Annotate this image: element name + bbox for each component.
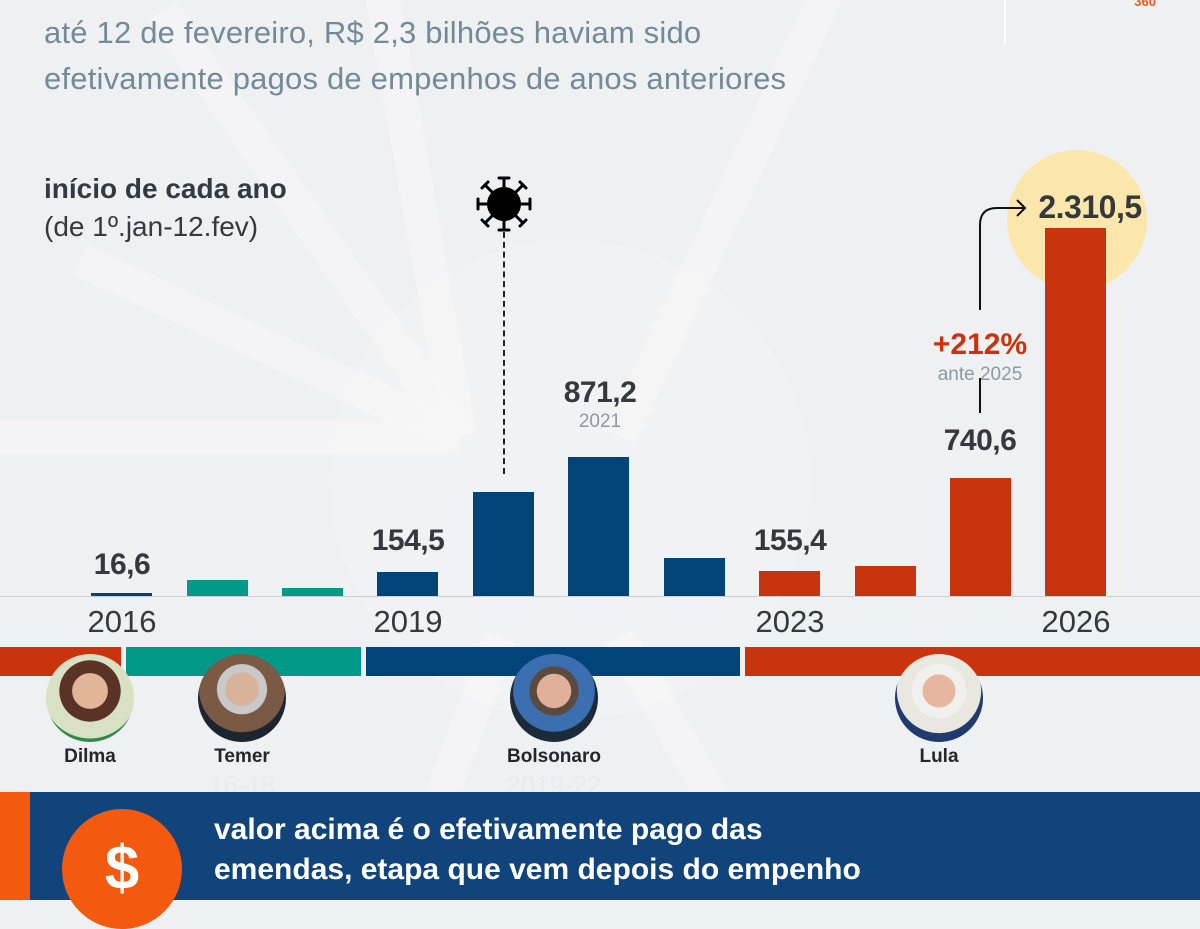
bar-2020 bbox=[473, 492, 534, 596]
value-label-2025: 740,6 bbox=[943, 424, 1017, 457]
president-name-lula: Lula bbox=[919, 746, 959, 767]
footnote-accent-strip bbox=[0, 792, 30, 900]
headline-line-1: até 12 de fevereiro, R$ 2,3 bilhões havi… bbox=[44, 15, 702, 50]
avatar-lula bbox=[895, 654, 983, 742]
bar-2018 bbox=[282, 588, 343, 596]
growth-percent: +212% bbox=[932, 328, 1028, 361]
x-axis-baseline bbox=[0, 596, 1200, 597]
footnote-line-2: emendas, etapa que vem depois do empenho bbox=[214, 853, 861, 886]
value-label-2019: 154,5 bbox=[371, 524, 445, 557]
subtitle-line-2: (de 1º.jan-12.fev) bbox=[44, 211, 259, 242]
dollar-icon: $ bbox=[62, 809, 182, 929]
footnote-text: valor acima é o efetivamente pago das em… bbox=[214, 810, 1114, 890]
subtitle-line-1: início de cada ano bbox=[44, 173, 287, 204]
year-label-2021: 2021 bbox=[578, 411, 622, 432]
x-tick-2016: 2016 bbox=[87, 604, 157, 639]
bar-2021 bbox=[568, 457, 629, 596]
headline-line-2: efetivamente pagos de empenhos de anos a… bbox=[44, 61, 787, 96]
bar-2024 bbox=[855, 566, 916, 596]
growth-arrow-icon bbox=[979, 199, 1027, 413]
avatar-temer bbox=[198, 654, 286, 742]
x-tick-2019: 2019 bbox=[373, 604, 443, 639]
avatar-bolsonaro bbox=[510, 654, 598, 742]
bar-2023 bbox=[759, 571, 820, 596]
footnote-panel: $ valor acima é o efetivamente pago das … bbox=[0, 792, 1200, 929]
background-ray bbox=[0, 420, 460, 454]
bar-2016 bbox=[91, 593, 152, 596]
divider bbox=[1004, 0, 1006, 44]
x-tick-2023: 2023 bbox=[755, 604, 825, 639]
avatar-dilma bbox=[46, 654, 134, 742]
bar-2017 bbox=[187, 580, 248, 596]
president-name-temer: Temer bbox=[214, 746, 270, 767]
bar-2019 bbox=[377, 572, 438, 596]
bar-2022 bbox=[664, 558, 725, 596]
chart-subtitle: início de cada ano (de 1º.jan-12.fev) bbox=[44, 170, 287, 246]
value-label-2023: 155,4 bbox=[753, 524, 827, 557]
value-label-2026: 2.310,5 bbox=[1038, 189, 1142, 225]
bar-2026 bbox=[1045, 228, 1106, 596]
value-label-2016: 16,6 bbox=[93, 548, 151, 581]
covid-dashed-line bbox=[503, 232, 505, 474]
virus-icon bbox=[476, 176, 532, 232]
value-label-2021: 871,2 bbox=[563, 376, 637, 409]
growth-reference: ante 2025 bbox=[937, 364, 1023, 385]
headline: até 12 de fevereiro, R$ 2,3 bilhões havi… bbox=[44, 10, 786, 102]
footnote-line-1: valor acima é o efetivamente pago das bbox=[214, 813, 763, 846]
president-name-bolsonaro: Bolsonaro bbox=[507, 746, 601, 767]
president-name-dilma: Dilma bbox=[64, 746, 116, 767]
x-tick-2026: 2026 bbox=[1041, 604, 1111, 639]
background-ray bbox=[72, 244, 468, 453]
brand-logo: 360 bbox=[1134, 0, 1156, 9]
bar-2025 bbox=[950, 478, 1011, 596]
